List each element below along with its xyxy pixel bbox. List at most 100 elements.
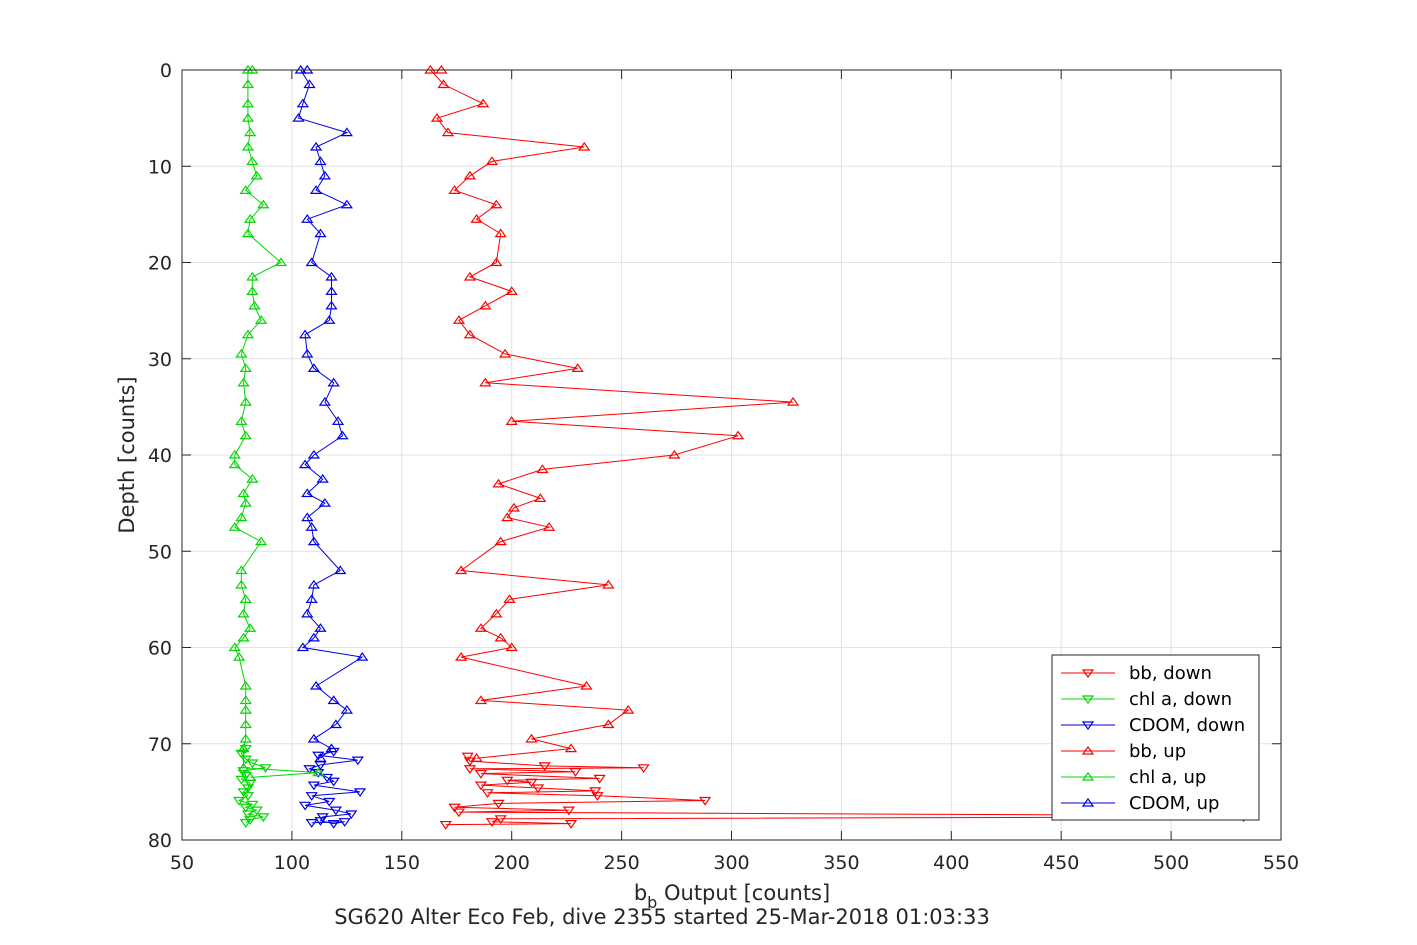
data-point-marker [325,300,338,310]
x-axis-label: bb Output [counts] [634,881,830,912]
series-1 [232,744,272,828]
data-point-marker [235,565,248,575]
data-point-marker [454,565,468,575]
data-point-marker [345,810,358,820]
data-point-marker [470,753,483,762]
data-point-marker [571,363,584,372]
data-point-marker [237,762,250,772]
data-point-marker [241,98,255,108]
tick-marks [181,69,1282,841]
data-point-marker [534,493,547,502]
data-point-marker [232,651,246,661]
data-point-marker [593,774,606,784]
y-tick-label: 40 [148,445,172,467]
data-point-marker [309,141,323,151]
data-point-marker [239,363,252,372]
data-point-marker [237,377,250,387]
data-point-marker [257,199,270,209]
series-line [234,69,319,778]
data-point-marker [569,768,582,777]
data-point-marker [246,473,259,483]
data-point-marker [239,733,252,743]
data-point-marker [243,816,257,825]
data-point-marker [307,781,321,791]
data-point-marker [589,787,602,797]
data-point-marker [301,214,314,223]
y-tick-label: 70 [148,734,172,756]
data-point-marker [246,271,259,281]
data-point-marker [525,778,538,788]
data-point-marker [241,112,255,122]
data-point-marker [531,784,545,794]
data-point-marker [492,799,505,809]
x-tick-label: 300 [713,852,749,874]
data-point-marker [239,819,252,828]
data-point-marker [318,170,332,180]
y-tick-label: 50 [148,541,172,563]
series-layer [228,64,1250,830]
data-point-marker [305,819,318,828]
x-tick-label: 100 [274,852,310,874]
data-point-marker [485,818,499,827]
y-axis-label: Depth [counts] [115,376,139,533]
data-point-marker [228,522,241,531]
data-point-marker [241,79,255,89]
data-point-marker [505,416,518,425]
data-point-marker [329,806,343,816]
data-point-marker [340,704,354,714]
data-point-marker [314,623,327,632]
data-point-marker [356,651,369,661]
data-point-marker [591,792,604,801]
data-point-marker [307,579,321,589]
x-tick-label: 50 [170,852,194,874]
data-point-marker [274,257,288,267]
data-point-marker [474,623,488,632]
data-point-marker [564,820,578,829]
y-tick-label: 10 [148,156,172,178]
data-point-marker [479,377,492,387]
data-point-marker [239,803,252,813]
data-point-marker [481,789,494,799]
data-point-marker [448,803,461,813]
data-point-marker [439,820,452,830]
data-point-marker [314,817,327,826]
data-point-marker [327,695,340,705]
data-point-marker [318,497,332,507]
data-point-marker [452,315,466,324]
data-point-marker [325,743,338,753]
data-point-marker [731,430,745,440]
data-point-marker [637,764,650,773]
data-point-marker [303,765,316,774]
data-point-marker [243,623,257,632]
data-point-marker [250,806,263,816]
data-point-marker [435,64,448,74]
data-point-marker [305,792,318,801]
data-point-marker [298,459,312,469]
x-tick-label: 400 [933,852,969,874]
data-point-marker [307,733,321,743]
data-point-marker [246,286,259,295]
data-point-marker [474,769,488,779]
data-point-marker [542,522,556,531]
series-line [429,69,794,759]
data-point-marker [437,79,450,89]
x-tick-label: 150 [384,852,420,874]
y-tick-label: 60 [148,638,172,660]
x-tick-label: 500 [1153,852,1189,874]
data-point-marker [505,642,518,652]
data-point-marker [241,228,255,238]
data-point-marker [301,488,314,498]
data-point-marker [301,64,314,74]
data-point-marker [250,170,263,180]
data-point-marker [239,396,252,406]
legend: bb, down chl a, down CDOM, down bb, up chl a… [1051,654,1260,821]
data-point-marker [329,719,343,729]
data-point-marker [538,762,551,772]
data-point-marker [424,64,437,74]
data-point-marker [501,512,514,522]
data-point-marker [307,536,321,546]
data-point-marker [316,473,329,483]
data-point-marker [564,743,578,753]
x-tick-labels: 50 100 150 200 250 300 350 400 450 500 550 [170,852,1299,874]
data-point-marker [235,512,248,522]
